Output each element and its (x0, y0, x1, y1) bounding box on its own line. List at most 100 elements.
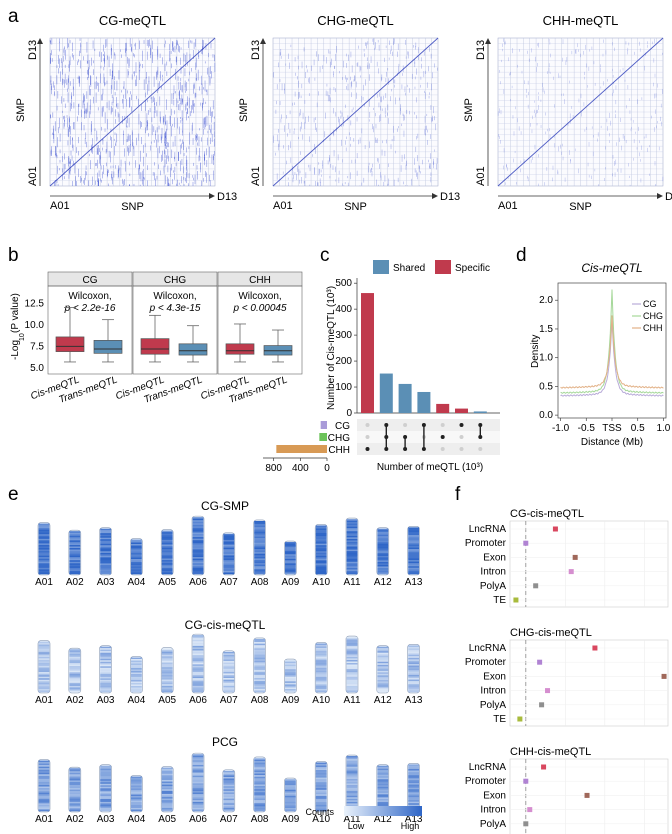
density-band (38, 538, 50, 541)
density-band (69, 653, 81, 656)
density-band (315, 646, 327, 649)
density-band (131, 666, 142, 669)
density-band (69, 795, 81, 798)
density-band (192, 564, 204, 567)
density-band (408, 539, 419, 542)
density-band (285, 785, 296, 787)
density-band (38, 658, 50, 661)
density-band (254, 764, 265, 767)
density-band (131, 663, 142, 666)
density-band (192, 546, 204, 549)
density-band (131, 794, 142, 797)
chromosome-a02: A02 (66, 766, 84, 825)
density-band (131, 657, 142, 660)
density-band (408, 535, 419, 537)
density-band (131, 782, 142, 785)
density-band (315, 797, 327, 800)
density-band (69, 664, 81, 667)
density-band (131, 687, 142, 690)
density-band (315, 783, 327, 786)
matrix-dot (440, 423, 445, 427)
density-band (285, 687, 296, 690)
chromosome-a06: A06 (189, 633, 207, 706)
density-band (254, 781, 265, 784)
density-band (161, 779, 173, 782)
density-band (223, 682, 235, 685)
chromosome-a12: A12 (374, 764, 392, 825)
density-band (346, 522, 358, 524)
density-band (100, 536, 111, 539)
density-band (69, 662, 81, 665)
density-band (69, 768, 81, 771)
density-band (192, 636, 204, 639)
density-band (38, 552, 50, 555)
density-band (285, 667, 296, 670)
enrichment-point (513, 597, 519, 603)
density-band (254, 673, 265, 676)
density-band (315, 763, 327, 766)
density-band (254, 671, 265, 674)
density-band (38, 794, 50, 797)
density-band (100, 657, 111, 660)
legend-swatch-shared (373, 260, 389, 274)
chromosome-a09: A09 (282, 540, 300, 588)
density-band (69, 669, 81, 671)
density-band (285, 569, 296, 572)
enrichment-point (572, 554, 578, 560)
density-band (38, 803, 50, 806)
density-band (192, 645, 204, 648)
chromosome-label: A07 (220, 695, 238, 706)
density-band (223, 544, 235, 547)
chromosome-a08: A08 (251, 756, 269, 825)
density-band (69, 543, 81, 546)
density-band (192, 775, 204, 778)
density-band (100, 528, 111, 531)
chromosome-a01: A01 (35, 522, 53, 588)
density-band (192, 668, 204, 671)
enrichment-point (545, 688, 551, 694)
density-band (377, 546, 389, 549)
d-legend-label: CHG (643, 311, 663, 321)
density-band (100, 690, 111, 693)
density-band (408, 662, 419, 665)
density-band (192, 563, 204, 566)
density-band (285, 684, 296, 687)
chromosome-label: A01 (35, 577, 53, 588)
chromosome-a01: A01 (35, 640, 53, 706)
x-arrowhead (657, 193, 663, 199)
density-band (377, 684, 389, 687)
density-band (192, 648, 204, 651)
density-band (161, 535, 173, 538)
density-band (131, 539, 142, 542)
density-band (346, 675, 358, 678)
box-trans: Trans-meQTL (227, 329, 293, 406)
density-band (38, 669, 50, 671)
density-band (285, 567, 296, 570)
density-band (161, 539, 173, 542)
density-band (100, 531, 111, 534)
y-arrowhead (485, 38, 491, 44)
d-ylabel: Density (530, 335, 541, 368)
density-band (223, 538, 235, 541)
density-band (223, 778, 235, 781)
density-band (346, 534, 358, 537)
density-band (285, 782, 296, 784)
density-band (377, 557, 389, 560)
chromosome-a09: A09 (282, 777, 300, 825)
density-band (38, 541, 50, 544)
c-ytick: 500 (335, 278, 352, 289)
chromosome-a08: A08 (251, 519, 269, 588)
density-band (38, 664, 50, 667)
density-band (223, 684, 235, 687)
density-band (100, 669, 111, 672)
density-band (377, 771, 389, 774)
density-band (254, 538, 265, 540)
density-band (254, 528, 265, 531)
density-band (100, 682, 111, 685)
density-band (223, 572, 235, 575)
density-band (100, 779, 111, 782)
density-band (254, 776, 265, 779)
density-band (408, 659, 419, 662)
density-band (377, 667, 389, 670)
enrichment-point (568, 569, 574, 575)
